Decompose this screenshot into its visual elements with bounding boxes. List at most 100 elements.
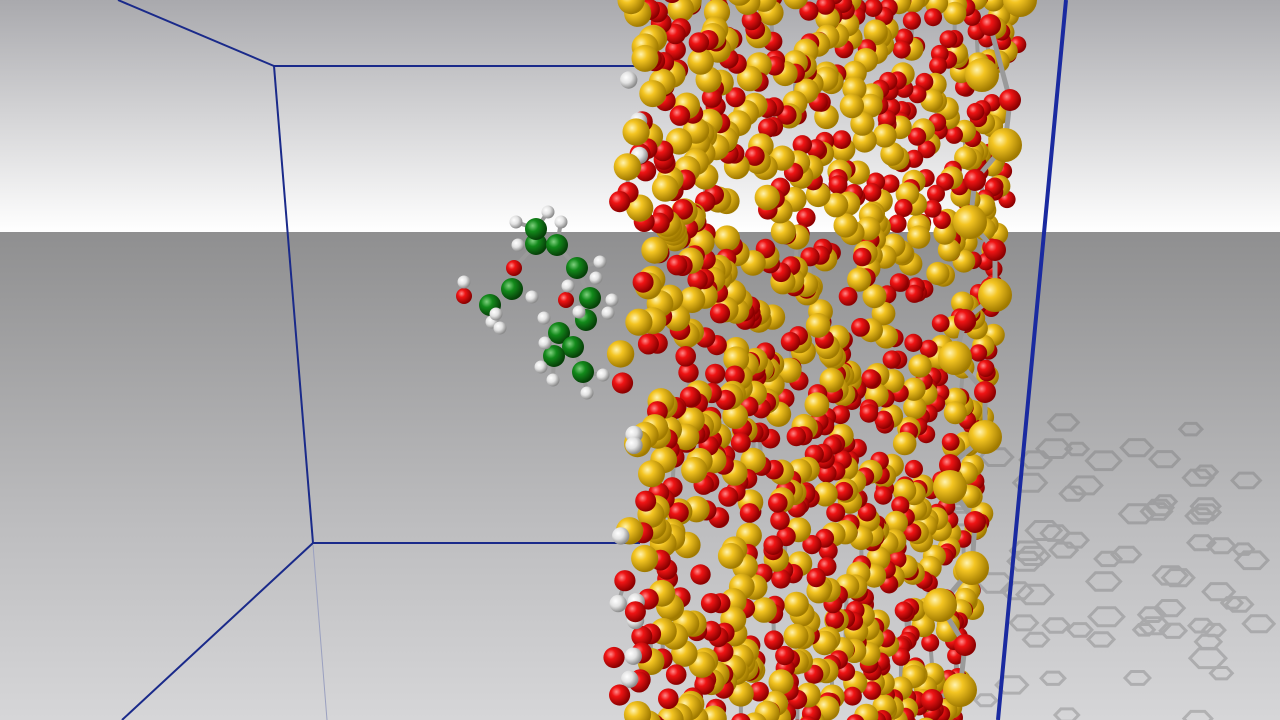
silicon-atom — [951, 291, 974, 315]
shadow-ring — [1024, 520, 1064, 541]
carbon-atom — [543, 345, 565, 367]
silicon-atom — [631, 544, 659, 573]
oxygen-atom — [679, 386, 701, 407]
carbon-atom — [548, 322, 570, 344]
shadow-ring — [973, 693, 999, 708]
carbon-atom — [525, 218, 547, 240]
shadow-ring — [1006, 550, 1046, 572]
oxygen-atom — [931, 314, 950, 333]
silicon-atom — [968, 420, 1002, 454]
shadow-ring — [1008, 614, 1040, 632]
silicon-atom — [862, 284, 887, 309]
silicon-atom — [884, 510, 908, 535]
shadow-ring — [1224, 596, 1255, 613]
oxygen-atom — [966, 102, 985, 121]
shadow-ring — [1063, 441, 1091, 457]
silicon-atom — [667, 0, 694, 23]
oxygen-atom — [984, 239, 1006, 261]
silicon-atom — [833, 213, 858, 238]
silicon-atom — [783, 0, 808, 10]
oxygen-atom — [939, 30, 958, 49]
simulation-box — [117, 0, 640, 720]
shadow-ring — [994, 675, 1030, 695]
silicon-atom — [740, 447, 766, 474]
oxygen-atom — [801, 704, 822, 720]
shadow-ring — [1201, 622, 1227, 638]
silicon-atom — [933, 470, 967, 504]
hydrogen-atom — [546, 373, 560, 387]
silicon-atom — [819, 367, 845, 393]
oxygen-atom — [954, 634, 976, 656]
shadow-ring — [1189, 497, 1222, 516]
silicon-atom — [938, 341, 972, 375]
shadow-ring — [1158, 622, 1189, 639]
hydrogen-atom — [601, 306, 615, 320]
oxygen-atom — [921, 689, 943, 711]
oxygen-atom — [649, 212, 670, 234]
oxygen-atom — [806, 568, 826, 588]
oxygen-atom — [863, 0, 883, 17]
silicon-atom — [982, 0, 1005, 12]
shadow-ring — [1181, 709, 1214, 720]
silicon-atom — [687, 48, 714, 75]
oxygen-atom — [852, 247, 872, 267]
shadow-ring — [1148, 450, 1182, 469]
hydrogen-atom — [554, 215, 568, 229]
oxygen-atom — [771, 569, 791, 589]
silicon-atom — [847, 267, 872, 292]
shadow-ring — [1087, 606, 1126, 628]
box-edge — [117, 0, 275, 67]
hydrogen-atom — [525, 290, 539, 304]
oxygen-atom — [658, 688, 679, 709]
oxygen-atom — [964, 169, 986, 191]
oxygen-atom — [921, 633, 940, 652]
shadow-ring — [1065, 622, 1094, 638]
oxygen-atom — [903, 523, 922, 542]
box-edge-reflection — [312, 544, 328, 720]
oxygen-atom — [665, 664, 687, 685]
silicon-atom — [681, 456, 708, 484]
shadow-ring — [1041, 617, 1072, 634]
silicon-atom — [954, 146, 977, 170]
shadow-ring — [1052, 707, 1081, 720]
oxygen-atom — [825, 609, 845, 629]
oxygen-atom — [904, 333, 923, 352]
oxygen-atom — [632, 271, 654, 293]
oxygen-atom — [851, 318, 870, 337]
oxygen-atom — [624, 601, 646, 623]
carbon-atom — [579, 287, 601, 309]
oxygen-atom — [889, 273, 909, 292]
shadow-ring — [1039, 670, 1067, 686]
shadow-ring — [1122, 670, 1152, 686]
oxygen-atom — [709, 303, 731, 324]
shadow-ring — [1143, 498, 1176, 517]
oxygen-atom — [979, 14, 1001, 36]
oxygen-atom — [894, 198, 913, 218]
hydrogen-atom — [534, 360, 548, 374]
oxygen-atom — [614, 570, 636, 592]
shadow-ring — [1084, 450, 1123, 472]
silicon-atom — [638, 460, 665, 488]
box-edge — [273, 65, 314, 544]
oxygen-atom — [817, 463, 837, 483]
silicon-atom — [631, 44, 659, 72]
shadow-ring — [1151, 565, 1189, 586]
oxygen-atom — [999, 89, 1021, 111]
shadow-ring — [1131, 623, 1157, 637]
oxygen-atom — [838, 287, 858, 306]
silicon-atom — [641, 236, 669, 264]
hydrogen-atom — [509, 215, 523, 229]
hydrogen-atom — [537, 311, 551, 325]
oxygen-atom — [945, 126, 963, 144]
silicon-atom — [717, 542, 744, 569]
silicon-atom — [907, 225, 931, 249]
oxygen-atom — [730, 432, 751, 453]
hydrogen-atom — [596, 368, 610, 382]
silicon-atom — [622, 118, 650, 146]
silicon-atom — [953, 205, 987, 239]
oxygen-atom — [874, 410, 893, 429]
shadow-ring — [1151, 494, 1179, 509]
oxygen-atom — [764, 630, 784, 650]
carbon-atom — [572, 361, 594, 383]
box-edge — [121, 542, 314, 720]
